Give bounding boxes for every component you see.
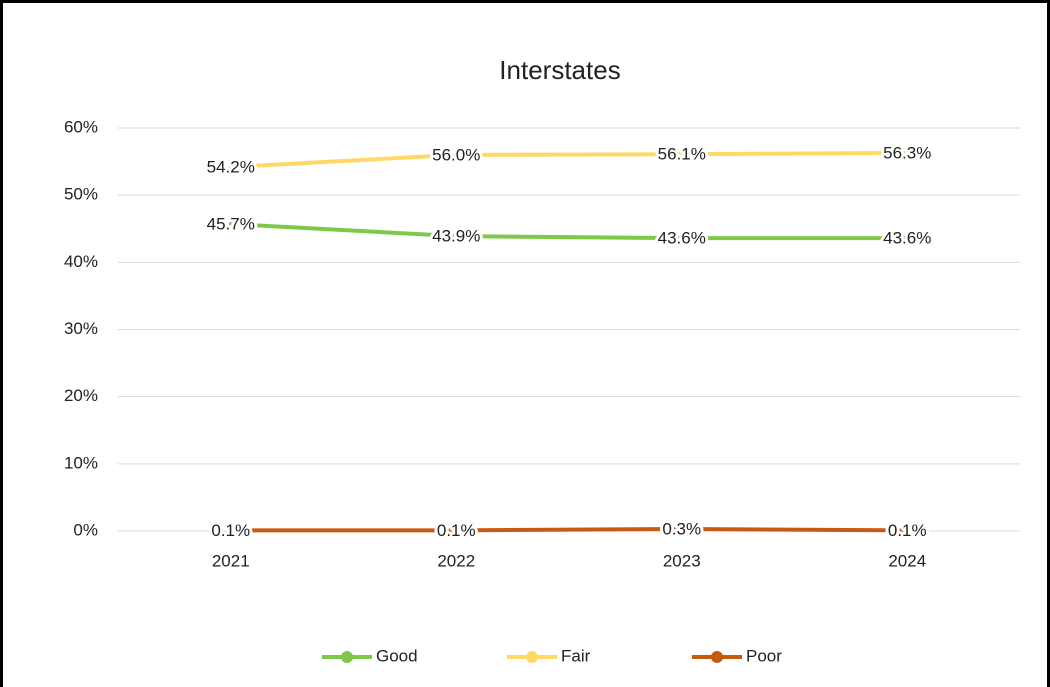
legend-label: Poor	[746, 646, 782, 665]
data-label: 43.9%	[432, 227, 480, 246]
data-label: 0.1%	[888, 521, 927, 540]
y-tick-label: 0%	[73, 520, 98, 539]
data-label: 56.0%	[432, 145, 480, 164]
y-tick-label: 50%	[64, 185, 98, 204]
data-label: 43.6%	[658, 229, 706, 248]
y-tick-label: 30%	[64, 319, 98, 338]
y-tick-label: 60%	[64, 117, 98, 136]
series-line	[228, 526, 910, 533]
data-label: 45.7%	[207, 215, 255, 234]
x-tick-label: 2022	[437, 551, 475, 570]
data-label: 56.3%	[883, 143, 931, 162]
legend-label: Fair	[561, 646, 591, 665]
x-tick-label: 2021	[212, 551, 250, 570]
x-tick-label: 2024	[888, 551, 926, 570]
data-label: 0.1%	[211, 521, 250, 540]
data-label: 43.6%	[883, 229, 931, 248]
data-label: 56.1%	[658, 145, 706, 164]
legend-label: Good	[376, 646, 418, 665]
data-label: 54.2%	[207, 157, 255, 176]
data-label: 0.3%	[662, 519, 701, 538]
data-label: 0.1%	[437, 521, 476, 540]
y-tick-label: 20%	[64, 386, 98, 405]
legend-marker	[711, 651, 723, 663]
y-tick-label: 10%	[64, 453, 98, 472]
legend-marker	[341, 651, 353, 663]
y-tick-label: 40%	[64, 252, 98, 271]
legend-marker	[526, 651, 538, 663]
series-line	[228, 150, 910, 169]
x-tick-label: 2023	[663, 551, 701, 570]
chart-title: Interstates	[499, 55, 620, 85]
series-line	[228, 222, 910, 241]
